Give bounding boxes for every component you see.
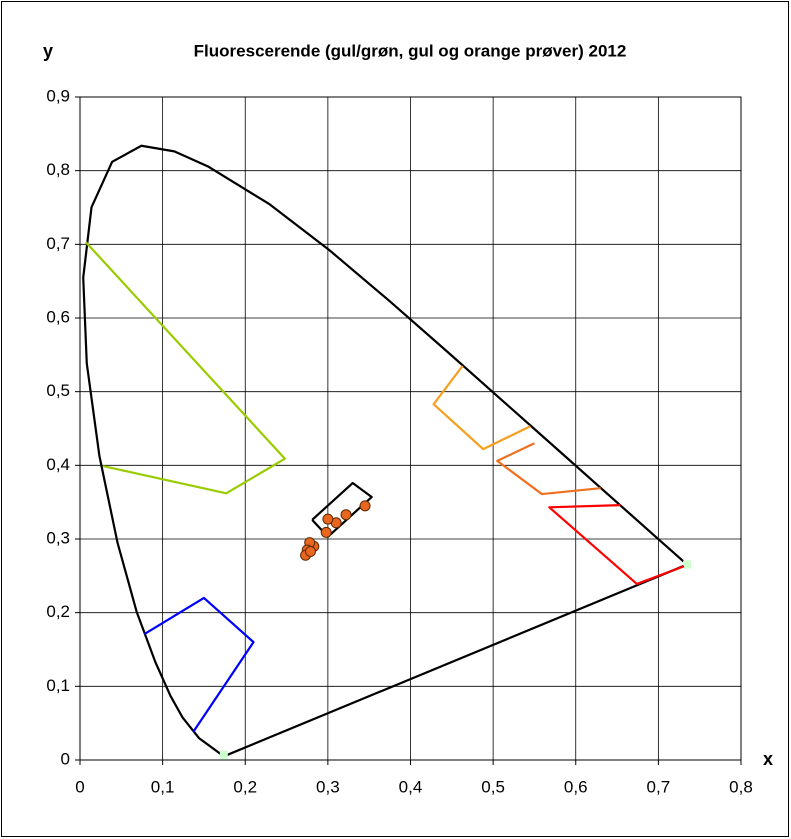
- y-tick-label: 0,6: [46, 307, 70, 326]
- y-tick-label: 0,4: [46, 455, 70, 474]
- series-line: [548, 504, 685, 586]
- x-tick-label: 0,2: [233, 777, 257, 796]
- x-tick-label: 0,1: [151, 777, 175, 796]
- x-tick-label: 0,6: [564, 777, 588, 796]
- x-tick-label: 0,4: [399, 777, 423, 796]
- y-tick-label: 0,5: [46, 381, 70, 400]
- series-line: [432, 365, 531, 451]
- series-line: [496, 442, 601, 496]
- y-tick-label: 0,3: [46, 528, 70, 547]
- series-line: [143, 596, 255, 733]
- point: [320, 526, 332, 538]
- series-line: [84, 241, 287, 495]
- chart-title: Fluorescerende (gul/grøn, gul og orange …: [194, 41, 627, 60]
- y-tick-label: 0,7: [46, 234, 70, 253]
- point: [359, 500, 371, 512]
- point: [340, 509, 352, 521]
- point: [683, 560, 692, 569]
- y-tick-label: 0,1: [46, 676, 70, 695]
- y-tick-label: 0: [61, 749, 70, 768]
- y-tick-label: 0,9: [46, 86, 70, 105]
- y-axis-label: y: [43, 41, 53, 61]
- x-tick-label: 0,8: [729, 777, 753, 796]
- x-tick-label: 0,7: [647, 777, 671, 796]
- y-tick-label: 0,2: [46, 602, 70, 621]
- point: [219, 750, 228, 759]
- series-line: [82, 144, 689, 758]
- x-axis-label: x: [763, 749, 773, 769]
- x-tick-label: 0,3: [316, 777, 340, 796]
- point: [305, 546, 317, 558]
- plot-frame: [79, 96, 742, 761]
- y-tick-label: 0,8: [46, 160, 70, 179]
- x-tick-label: 0,5: [481, 777, 505, 796]
- point: [322, 513, 334, 525]
- x-tick-label: 0: [75, 777, 84, 796]
